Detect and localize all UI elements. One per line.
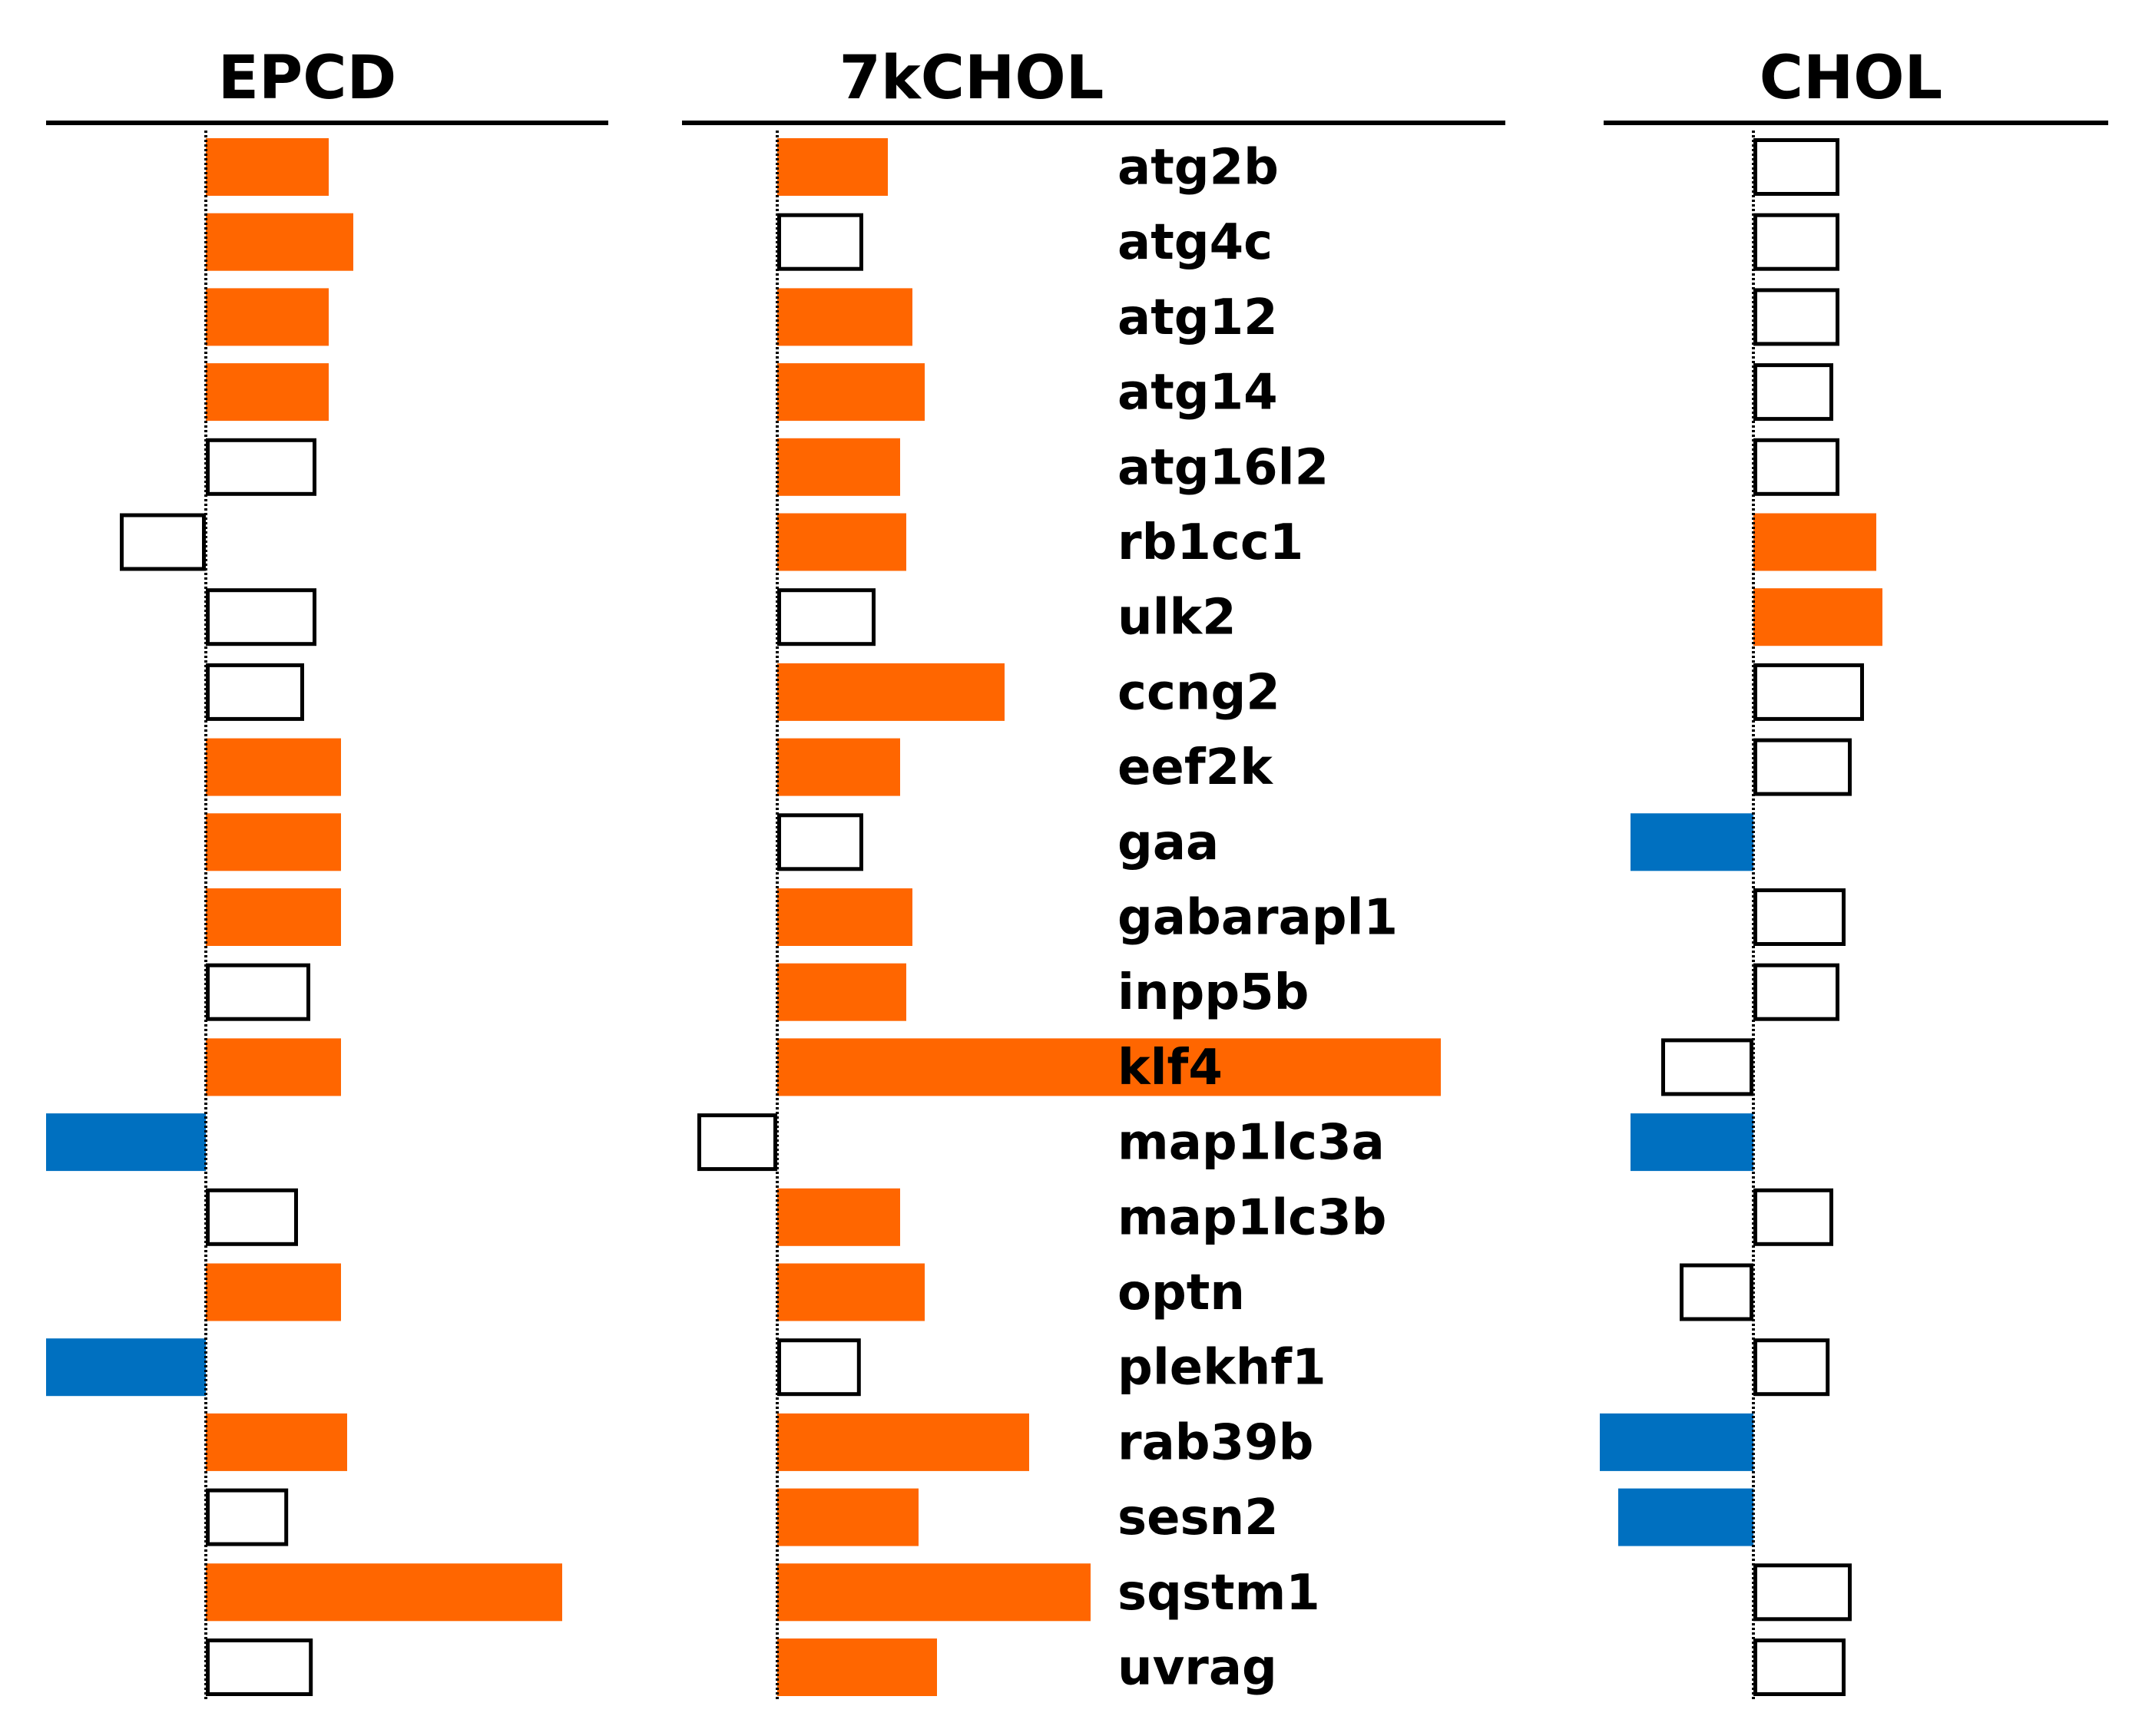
bar-chol-atg4c xyxy=(1753,213,1839,271)
bar-chol-sqstm1 xyxy=(1753,1563,1852,1622)
bar-chol-gabarapl1 xyxy=(1753,888,1846,946)
bar-7kchol-uvrag xyxy=(777,1638,937,1696)
bar-7kchol-klf4 xyxy=(777,1038,1441,1096)
bar-chol-ccng2 xyxy=(1753,663,1864,721)
bar-7kchol-gaa xyxy=(777,813,863,871)
panel-title: 7kCHOL xyxy=(839,44,1104,113)
bar-7kchol-sqstm1 xyxy=(777,1563,1091,1622)
panels-layer: EPCD 7kCHOL CHOL xyxy=(46,44,2108,1701)
bar-7kchol-atg14 xyxy=(777,363,925,422)
panel-chol: CHOL xyxy=(1600,44,2108,1701)
bar-chol-gaa xyxy=(1631,813,1753,871)
bar-chol-uvrag xyxy=(1753,1638,1846,1696)
gene-label: ulk2 xyxy=(1117,590,1237,646)
bar-7kchol-ccng2 xyxy=(777,663,1005,721)
bar-epcd-atg2b xyxy=(206,138,329,196)
bar-7kchol-sesn2 xyxy=(777,1488,919,1546)
gene-label: gaa xyxy=(1117,815,1219,871)
gene-label: map1lc3b xyxy=(1117,1189,1386,1246)
bar-epcd-optn xyxy=(206,1263,341,1321)
bar-epcd-gabarapl1 xyxy=(206,888,341,946)
bar-epcd-rb1cc1 xyxy=(120,513,206,571)
bar-chol-ulk2 xyxy=(1753,588,1882,646)
panel-title: CHOL xyxy=(1760,44,1943,113)
bar-chol-klf4 xyxy=(1661,1038,1753,1096)
bar-7kchol-gabarapl1 xyxy=(777,888,912,946)
bar-chol-rb1cc1 xyxy=(1753,513,1876,571)
bar-epcd-rab39b xyxy=(206,1413,347,1471)
gene-label: inpp5b xyxy=(1117,964,1309,1021)
bar-7kchol-atg4c xyxy=(777,213,863,271)
gene-labels: atg2b atg4c atg12 atg14 atg16l2 rb1cc1 ulk2 ccn… xyxy=(1117,140,1398,1697)
gene-label: map1lc3a xyxy=(1117,1115,1385,1172)
bar-7kchol-rab39b xyxy=(777,1413,1029,1471)
bar-chol-inpp5b xyxy=(1753,963,1839,1021)
bar-7kchol-map1lc3a xyxy=(697,1113,777,1172)
bar-chol-plekhf1 xyxy=(1753,1338,1830,1397)
gene-label: plekhf1 xyxy=(1117,1340,1326,1397)
bar-epcd-sqstm1 xyxy=(206,1563,562,1622)
bar-7kchol-inpp5b xyxy=(777,963,906,1021)
bar-7kchol-atg16l2 xyxy=(777,438,900,496)
gene-label: sesn2 xyxy=(1117,1490,1279,1546)
gene-label: rab39b xyxy=(1117,1414,1313,1471)
bar-7kchol-ulk2 xyxy=(777,588,876,646)
gene-label: klf4 xyxy=(1117,1040,1223,1096)
bar-epcd-atg12 xyxy=(206,288,329,346)
bar-chol-atg2b xyxy=(1753,138,1839,196)
gene-label: ccng2 xyxy=(1117,664,1280,721)
bar-7kchol-rb1cc1 xyxy=(777,513,906,571)
gene-label: optn xyxy=(1117,1265,1245,1321)
bar-7kchol-atg2b xyxy=(777,138,888,196)
bar-chol-map1lc3a xyxy=(1631,1113,1753,1172)
bar-epcd-atg4c xyxy=(206,213,353,271)
bar-epcd-ulk2 xyxy=(206,588,316,646)
bar-chol-map1lc3b xyxy=(1753,1188,1833,1246)
panel-7kchol: 7kCHOL xyxy=(682,44,1505,1701)
bar-chol-atg14 xyxy=(1753,363,1833,422)
gene-label: atg4c xyxy=(1117,214,1273,271)
bar-epcd-eef2k xyxy=(206,738,341,796)
panel-title: EPCD xyxy=(218,44,396,113)
bar-epcd-atg16l2 xyxy=(206,438,316,496)
bar-epcd-map1lc3b xyxy=(206,1188,298,1246)
bar-chol-atg12 xyxy=(1753,288,1839,346)
bar-7kchol-eef2k xyxy=(777,738,900,796)
bar-epcd-inpp5b xyxy=(206,963,310,1021)
bar-epcd-uvrag xyxy=(206,1638,313,1696)
gene-label: uvrag xyxy=(1117,1640,1277,1697)
gene-label: atg16l2 xyxy=(1117,439,1329,496)
gene-label: eef2k xyxy=(1117,739,1273,796)
bar-epcd-ccng2 xyxy=(206,663,304,721)
gene-label: sqstm1 xyxy=(1117,1565,1320,1622)
bar-epcd-gaa xyxy=(206,813,341,871)
bar-chol-sesn2 xyxy=(1618,1488,1753,1546)
gene-label: atg12 xyxy=(1117,289,1278,346)
bar-epcd-sesn2 xyxy=(206,1488,289,1546)
gene-label: atg2b xyxy=(1117,140,1279,197)
bar-epcd-map1lc3a xyxy=(46,1113,206,1172)
bar-epcd-plekhf1 xyxy=(46,1338,206,1397)
bar-7kchol-atg12 xyxy=(777,288,912,346)
bar-chol-eef2k xyxy=(1753,738,1852,796)
panel-epcd: EPCD xyxy=(46,44,608,1701)
bar-chol-atg16l2 xyxy=(1753,438,1839,496)
bar-chol-optn xyxy=(1680,1263,1753,1321)
gene-label: atg14 xyxy=(1117,365,1278,422)
bar-7kchol-optn xyxy=(777,1263,925,1321)
bar-epcd-atg14 xyxy=(206,363,329,422)
gene-label: gabarapl1 xyxy=(1117,890,1398,947)
bar-chol-rab39b xyxy=(1600,1413,1753,1471)
bar-epcd-klf4 xyxy=(206,1038,341,1096)
gene-label: rb1cc1 xyxy=(1117,514,1303,571)
bar-7kchol-map1lc3b xyxy=(777,1188,900,1246)
bar-7kchol-plekhf1 xyxy=(777,1338,861,1397)
